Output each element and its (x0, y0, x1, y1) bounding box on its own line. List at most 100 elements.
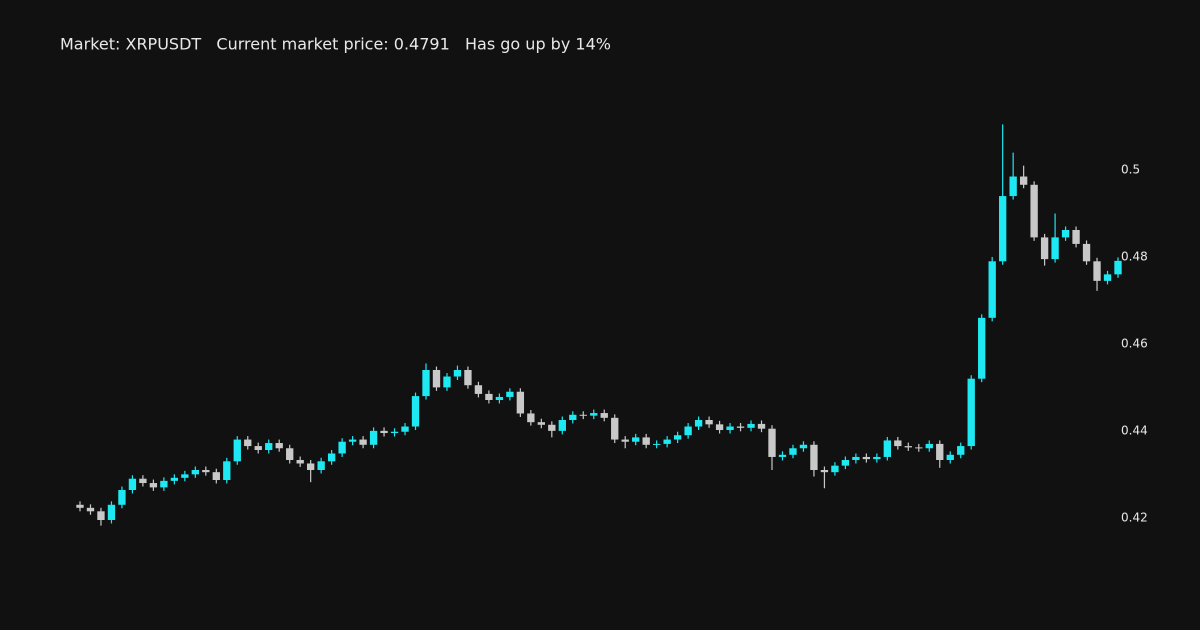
candle-body (286, 448, 294, 460)
candle-body (390, 431, 399, 434)
candle-body (768, 428, 776, 457)
candle-body (485, 393, 493, 400)
candle-body (726, 426, 734, 430)
candle-body (202, 470, 210, 473)
candle-body (474, 385, 483, 394)
candle-body (915, 447, 923, 449)
candle-body (621, 439, 629, 442)
candle-body (233, 439, 241, 462)
candle-body (254, 446, 262, 450)
candle-body (1082, 243, 1091, 262)
candle-body (170, 477, 179, 481)
candle-body (244, 439, 252, 447)
candle-body (904, 446, 912, 448)
candle-body (411, 396, 420, 427)
candle-body (160, 480, 168, 488)
candle-body (998, 196, 1007, 262)
candle-body (464, 370, 472, 386)
candle-body (663, 439, 671, 444)
candle-body (841, 460, 850, 466)
candle-body (1030, 184, 1038, 238)
candle-body (873, 456, 881, 460)
candle-body (946, 454, 954, 460)
candle-body (1019, 176, 1028, 185)
candle-body (558, 420, 566, 431)
candle-body (537, 422, 546, 425)
candle-body (223, 461, 231, 480)
candle-body (862, 456, 871, 460)
candle-body (590, 413, 598, 416)
candle-body (579, 414, 587, 416)
candle-body (1072, 230, 1080, 244)
chart-title: Market: XRPUSDT Current market price: 0.… (60, 35, 611, 54)
candle-body (506, 391, 514, 397)
candle-body (1051, 237, 1059, 260)
y-tick-label: 0.46 (1121, 336, 1148, 350)
candle-body (1061, 230, 1070, 238)
candle-body (317, 461, 325, 470)
candle-body (495, 396, 504, 400)
candle-body (694, 420, 703, 427)
candle-body (107, 504, 116, 520)
y-tick-label: 0.48 (1121, 249, 1148, 263)
candle-body (642, 437, 650, 445)
candle-body (401, 426, 409, 432)
candle-body (348, 439, 357, 442)
candle-body (443, 376, 451, 388)
candle-body (747, 423, 755, 428)
candle-body (128, 478, 137, 490)
candle-body (265, 443, 273, 450)
candle-body (883, 440, 892, 457)
candle-body (453, 370, 462, 377)
candle-body (632, 437, 640, 442)
candle-body (181, 474, 189, 478)
candle-body (149, 483, 158, 488)
candle-body (988, 261, 996, 318)
candle-body (338, 441, 346, 454)
candle-body (516, 391, 525, 414)
candle-body (652, 443, 661, 445)
candle-body (852, 456, 860, 460)
candle-body (76, 504, 84, 508)
candle-body (275, 443, 283, 449)
candle-body (212, 472, 220, 480)
candle-body (957, 446, 965, 455)
candle-body (799, 444, 808, 449)
candle-body (611, 417, 619, 440)
candle-body (139, 478, 147, 484)
candle-body (600, 413, 608, 418)
candle-body (1040, 237, 1049, 260)
y-tick-label: 0.42 (1121, 510, 1148, 524)
candle-body (978, 317, 986, 379)
candle-body (894, 440, 902, 447)
candle-body (359, 439, 367, 445)
candle-body (715, 424, 724, 430)
candle-body (548, 424, 556, 431)
candle-body (118, 490, 126, 505)
y-tick-label: 0.44 (1121, 423, 1148, 437)
candle-body (569, 414, 577, 420)
candle-body (967, 378, 975, 447)
candle-body (820, 470, 829, 473)
candle-body (86, 507, 95, 512)
candle-body (1103, 274, 1112, 281)
candle-body (1114, 260, 1122, 275)
candle-body (306, 463, 315, 470)
candle-body (789, 448, 797, 455)
candle-body (369, 430, 378, 445)
candle-body (810, 444, 818, 470)
candle-body (380, 430, 388, 434)
candle-body (673, 435, 682, 440)
candle-body (925, 443, 933, 449)
candle-body (327, 453, 336, 462)
candle-body (736, 426, 745, 428)
candle-body (1093, 261, 1101, 281)
candle-body (97, 511, 105, 520)
candle-body (705, 420, 713, 425)
y-tick-label: 0.5 (1121, 163, 1140, 177)
candle-body (191, 470, 200, 475)
candle-body (527, 413, 535, 423)
candle-body (432, 370, 441, 388)
